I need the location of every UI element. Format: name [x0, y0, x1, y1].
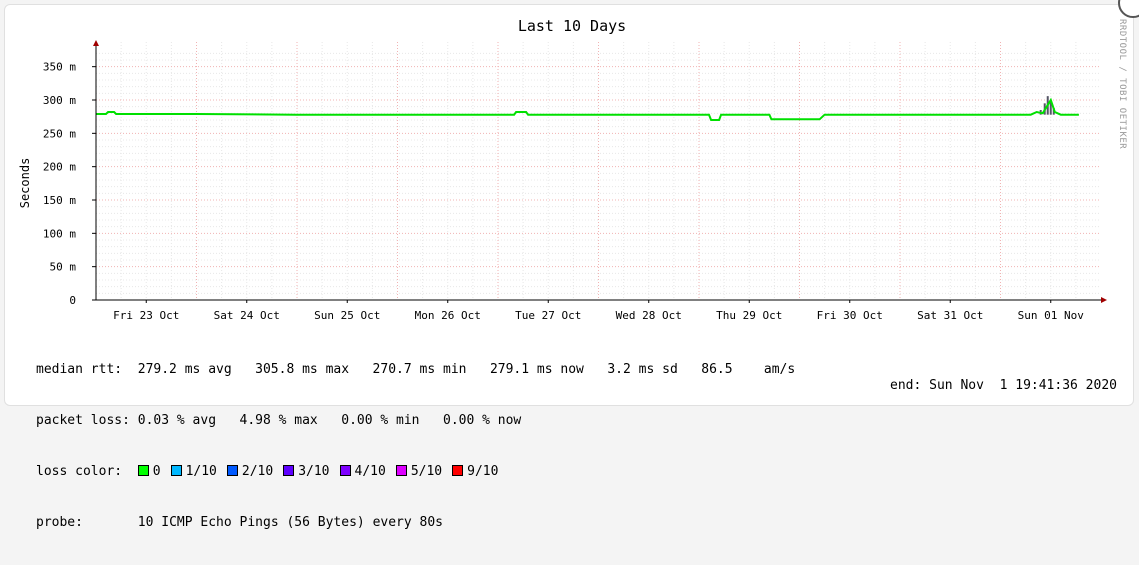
x-axis-tick-labels: Fri 23 Oct Sat 24 Oct Sun 25 Oct Mon 26 Oct…	[113, 300, 1084, 322]
y-tick-label: 100 m	[43, 227, 76, 240]
loss-color-label: loss color:	[36, 464, 123, 479]
loss-color-legend-item: 9/10	[452, 464, 498, 479]
y-tick-label: 200 m	[43, 161, 76, 174]
series-layer	[96, 96, 1079, 121]
loss-color-legend: 0 1/10 2/10 3/10 4/10 5/10 9/10	[137, 464, 509, 479]
color-swatch	[170, 465, 182, 476]
corner-badge	[1118, 0, 1139, 18]
y-tick-label: 300 m	[43, 94, 76, 107]
grid	[96, 42, 1101, 300]
graph-panel: Last 10 Days 0 50 m 100 m 150 m 200 m 250 m 30…	[4, 4, 1134, 530]
end-time-label: end: Sun Nov 1 19:41:36 2020	[890, 378, 1117, 393]
chart-title: Last 10 Days	[518, 17, 626, 35]
loss-color-legend-item: 5/10	[395, 464, 443, 479]
series-line-0	[96, 97, 1079, 121]
legend-label: 3/10	[298, 464, 330, 479]
stats-block: median rtt: 279.2 ms avg 305.8 ms max 27…	[36, 327, 795, 565]
rrdtool-watermark: RRDTOOL / TOBI OETIKER	[1117, 19, 1127, 150]
legend-label: 1/10	[185, 464, 217, 479]
x-tick-label: Mon 26 Oct	[415, 309, 481, 322]
color-swatch	[452, 465, 464, 476]
y-tick-label: 50 m	[50, 261, 77, 274]
packet-loss-row: packet loss: 0.03 % avg 4.98 % max 0.00 …	[36, 412, 795, 429]
y-tick-label: 150 m	[43, 194, 76, 207]
packet-loss-label: packet loss:	[36, 413, 130, 428]
loss-color-legend-item: 0	[137, 464, 161, 479]
loss-color-legend-item: 1/10	[170, 464, 217, 479]
x-tick-label: Wed 28 Oct	[616, 309, 682, 322]
color-swatch	[283, 465, 295, 476]
probe-label: probe:	[36, 515, 83, 530]
x-tick-label: Thu 29 Oct	[716, 309, 782, 322]
loss-color-legend-item: 2/10	[226, 464, 274, 479]
packet-loss-values: 0.03 % avg 4.98 % max 0.00 % min 0.00 % …	[137, 413, 522, 428]
loss-color-row: loss color: 0 1/10 2/10 3/10 4/10 5/10 9/10	[36, 463, 795, 480]
legend-label: 4/10	[354, 464, 386, 479]
axes	[93, 40, 1107, 303]
median-rtt-row: median rtt: 279.2 ms avg 305.8 ms max 27…	[36, 361, 795, 378]
probe-row: probe: 10 ICMP Echo Pings (56 Bytes) eve…	[36, 514, 795, 531]
x-tick-label: Fri 30 Oct	[817, 309, 883, 322]
y-tick-label: 250 m	[43, 127, 76, 140]
y-axis-label: Seconds	[18, 158, 32, 209]
x-tick-label: Fri 23 Oct	[113, 309, 179, 322]
median-rtt-label: median rtt:	[36, 362, 123, 377]
latency-chart: Last 10 Days 0 50 m 100 m 150 m 200 m 250 m 30…	[18, 17, 1107, 322]
legend-label: 0	[152, 464, 161, 479]
loss-color-legend-item: 3/10	[283, 464, 330, 479]
color-swatch	[395, 465, 407, 476]
x-tick-label: Sun 25 Oct	[314, 309, 380, 322]
color-swatch	[137, 465, 149, 476]
x-axis-arrow	[1101, 297, 1107, 303]
loss-color-legend-item: 4/10	[339, 464, 386, 479]
probe-value: 10 ICMP Echo Pings (56 Bytes) every 80s	[137, 515, 444, 530]
y-axis-tick-labels: 0 50 m 100 m 150 m 200 m 250 m 300 m 350 m	[43, 61, 96, 307]
color-swatch	[226, 465, 238, 476]
x-tick-label: Tue 27 Oct	[515, 309, 581, 322]
y-axis-arrow	[93, 40, 99, 46]
x-tick-label: Sat 24 Oct	[214, 309, 280, 322]
x-tick-label: Sun 01 Nov	[1018, 309, 1085, 322]
legend-label: 5/10	[410, 464, 443, 479]
median-rtt-values: 279.2 ms avg 305.8 ms max 270.7 ms min 2…	[137, 362, 796, 377]
x-tick-label: Sat 31 Oct	[917, 309, 983, 322]
y-tick-label: 0	[69, 294, 76, 307]
legend-label: 9/10	[467, 464, 499, 479]
color-swatch	[339, 465, 351, 476]
y-tick-label: 350 m	[43, 61, 76, 74]
legend-label: 2/10	[241, 464, 274, 479]
